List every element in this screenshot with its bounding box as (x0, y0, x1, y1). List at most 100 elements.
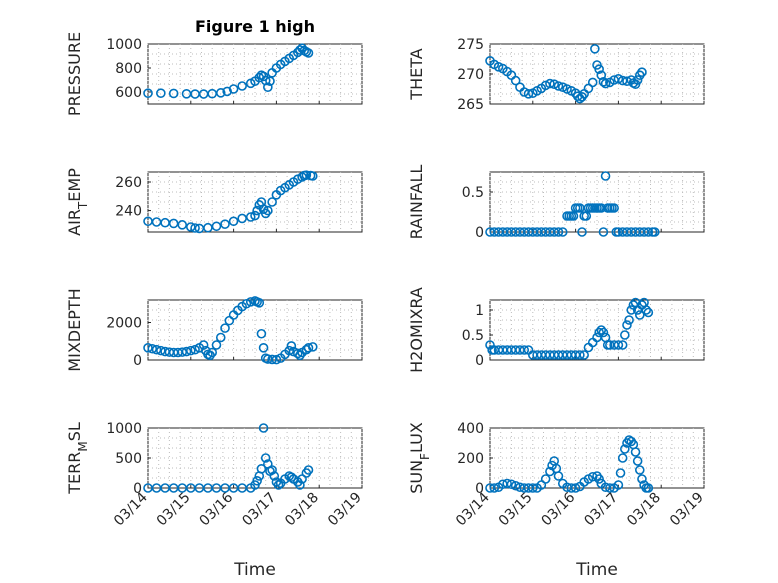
data-point (562, 84, 572, 94)
data-point (634, 310, 645, 320)
ylabel: RAINFALL (407, 165, 426, 240)
data-point (151, 344, 162, 355)
ytick-label: 0.5 (462, 328, 484, 344)
data-point (575, 350, 585, 360)
ytick-label: 600 (115, 85, 142, 101)
series-points (143, 296, 318, 365)
subplot-mixdepth: 0 2000 MIXDEPTH (65, 288, 363, 372)
ylabel: SUNFLUX (407, 422, 432, 494)
axes-box (489, 171, 705, 233)
ylabel: TERRMSL (65, 422, 90, 495)
data-point (215, 88, 226, 98)
data-point (220, 323, 230, 333)
data-point (510, 480, 521, 491)
data-point (506, 479, 517, 490)
ytick-label: 1 (475, 303, 484, 319)
data-point (177, 347, 188, 357)
xtick-label: 03/14 (111, 489, 151, 529)
data-point (295, 480, 305, 490)
data-point (303, 465, 314, 475)
subplot-sun_flux: 0 200 400 03/14 03/15 03/16 03/17 03/18 03/19 SUN… (407, 421, 707, 580)
data-point (245, 212, 256, 222)
xtick-label: 03/17 (239, 490, 279, 530)
data-point (143, 343, 153, 353)
data-point (254, 298, 265, 308)
ytick-label: 2000 (106, 316, 142, 332)
xtick-label: 03/19 (667, 490, 707, 530)
data-point (307, 171, 318, 181)
data-point (263, 82, 273, 92)
ytick-label: 275 (457, 37, 484, 53)
ytick-label: 500 (115, 451, 142, 467)
data-point (510, 75, 521, 86)
data-point (587, 77, 598, 88)
subplot-theta: 265 270 275 THETA (407, 37, 705, 113)
data-point (198, 340, 209, 350)
data-point (523, 89, 534, 99)
series-points (143, 423, 314, 493)
ytick-label: 270 (457, 67, 484, 83)
ytick-label: 400 (457, 421, 484, 437)
ytick-label: 0 (133, 353, 142, 369)
data-point (250, 210, 260, 221)
subplot-rainfall: 0 0.5 RAINFALL (407, 165, 705, 241)
data-point (211, 340, 222, 350)
data-point (271, 354, 282, 365)
data-point (620, 444, 630, 454)
axes-box (147, 171, 363, 233)
xlabel: Time (575, 560, 618, 580)
data-point (613, 340, 624, 350)
ytick-label: 800 (115, 61, 142, 77)
data-point (553, 227, 564, 237)
data-point (643, 483, 654, 493)
data-point (596, 70, 607, 80)
data-point (596, 325, 607, 335)
series-points (485, 435, 654, 493)
data-point (622, 320, 632, 330)
xtick-label: 03/18 (624, 490, 664, 530)
data-point (256, 328, 267, 339)
ytick-label: 200 (457, 451, 484, 467)
series-points (143, 43, 314, 99)
ytick-label: 0 (475, 353, 484, 369)
data-point (273, 480, 284, 490)
data-point (493, 62, 504, 72)
data-point (489, 483, 500, 493)
subplot-air_temp: 240 260 AIRTEMP (65, 168, 363, 236)
ytick-label: 0.5 (462, 185, 484, 201)
xtick-label: 03/14 (453, 489, 493, 529)
subplot-h2omixra: 0 0.5 1 H2OMIXRA (407, 287, 705, 373)
data-point (615, 468, 626, 478)
series-points (143, 170, 318, 234)
data-point (256, 463, 267, 474)
data-point (630, 447, 641, 457)
data-point (181, 346, 192, 357)
data-point (594, 327, 604, 338)
ylabel: AIRTEMP (65, 168, 90, 236)
data-point (295, 45, 305, 55)
data-point (637, 67, 647, 77)
data-point (557, 227, 568, 237)
data-point (286, 341, 297, 351)
data-point (260, 75, 271, 86)
data-point (617, 340, 628, 350)
series-points (485, 171, 660, 237)
data-point (641, 305, 652, 315)
data-point (613, 74, 624, 84)
data-point (147, 343, 158, 354)
ylabel: MIXDEPTH (65, 288, 84, 371)
xtick-label: 03/15 (496, 490, 536, 530)
data-point (626, 305, 637, 315)
ylabel: THETA (407, 48, 426, 100)
data-point (260, 453, 271, 463)
data-point (190, 223, 200, 233)
data-point (228, 216, 239, 227)
series-points (485, 297, 654, 360)
data-point (269, 471, 280, 481)
data-point (258, 343, 269, 353)
data-point (301, 170, 312, 180)
data-point (527, 483, 538, 493)
data-point (215, 332, 226, 343)
data-point (186, 345, 196, 356)
ytick-label: 0 (133, 481, 142, 497)
